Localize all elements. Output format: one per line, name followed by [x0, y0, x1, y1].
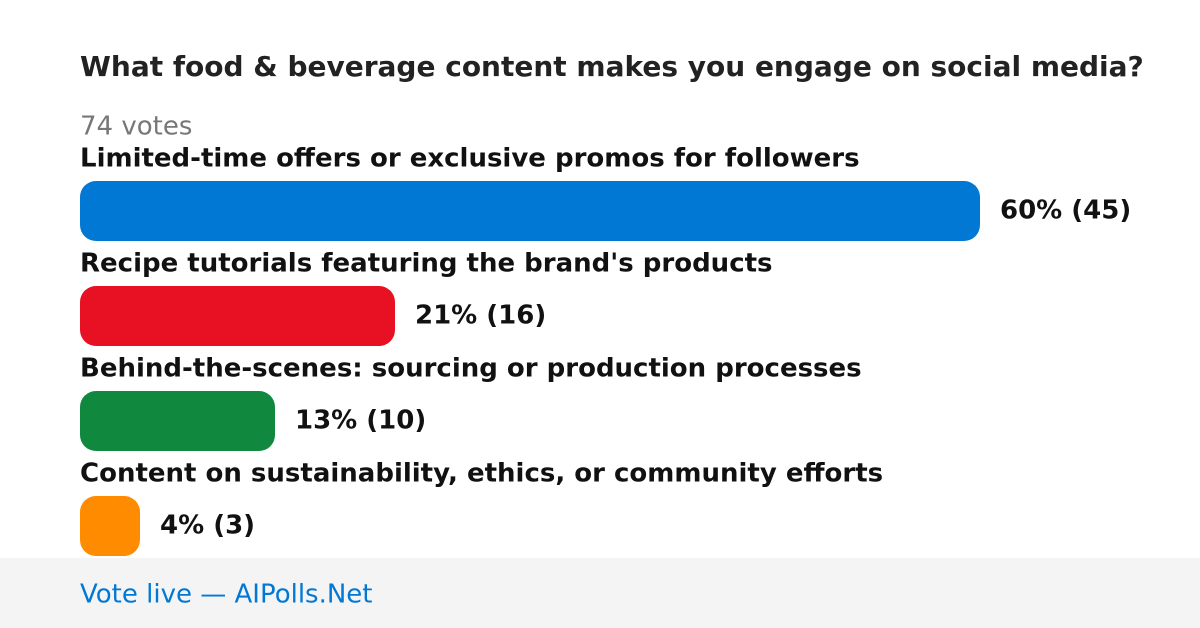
- bar: [80, 181, 980, 241]
- option-label: Behind-the-scenes: sourcing or productio…: [80, 354, 862, 384]
- footer-link[interactable]: Vote live — AIPolls.Net: [80, 580, 373, 610]
- value-label: 13% (10): [295, 406, 426, 436]
- bar: [80, 496, 140, 556]
- bar: [80, 391, 275, 451]
- option-label: Recipe tutorials featuring the brand's p…: [80, 249, 773, 279]
- value-label: 21% (16): [415, 301, 546, 331]
- bar: [80, 286, 395, 346]
- footer-bar: [0, 558, 1200, 628]
- chart-title: What food & beverage content makes you e…: [80, 50, 1144, 83]
- vote-count: 74 votes: [80, 112, 192, 142]
- option-label: Limited-time offers or exclusive promos …: [80, 144, 860, 174]
- value-label: 4% (3): [160, 511, 255, 541]
- value-label: 60% (45): [1000, 196, 1131, 226]
- option-label: Content on sustainability, ethics, or co…: [80, 459, 883, 489]
